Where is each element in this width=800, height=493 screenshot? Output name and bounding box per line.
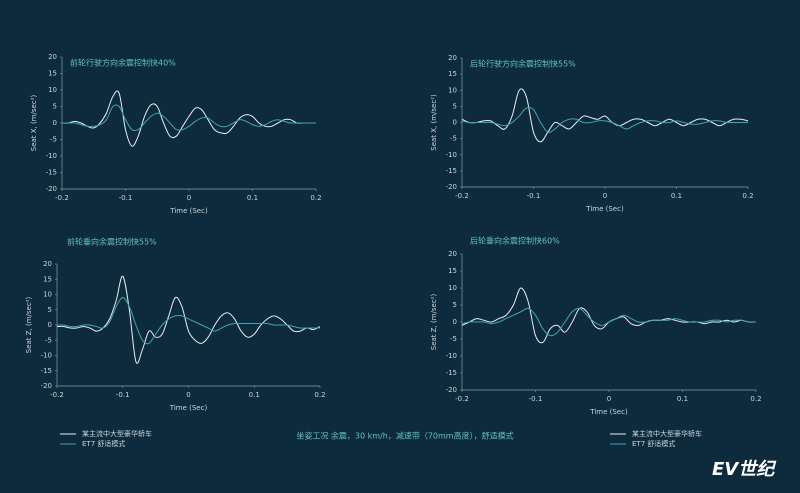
series-line: [461, 106, 748, 133]
x-tick-label: -0.1: [529, 395, 543, 403]
y-tick-label: 5: [48, 306, 52, 314]
x-tick-label: 0.2: [310, 194, 321, 202]
x-tick-label: 0.1: [247, 194, 258, 202]
y-tick-label: 10: [43, 291, 52, 299]
x-tick-label: 0: [603, 192, 607, 200]
y-tick-label: 10: [448, 284, 457, 292]
y-tick-label: 20: [43, 260, 52, 268]
x-tick-label: -0.2: [55, 194, 69, 202]
series-line: [61, 90, 316, 147]
y-tick-label: -10: [446, 352, 457, 360]
y-tick-label: 0: [453, 119, 457, 127]
y-tick-label: 20: [448, 54, 457, 62]
y-tick-label: 0: [48, 321, 52, 329]
y-tick-label: 15: [448, 70, 457, 78]
series-line: [61, 104, 316, 132]
chart-title: 前轮行驶方向余震控制快40%: [70, 58, 176, 68]
series-line: [461, 307, 757, 337]
x-tick-label: -0.1: [527, 192, 541, 200]
x-tick-label: 0.2: [314, 391, 325, 399]
x-tick-label: 0: [186, 391, 190, 399]
x-tick-label: 0.1: [249, 391, 260, 399]
y-tick-label: 0: [53, 119, 57, 127]
x-tick-label: 0.2: [742, 192, 753, 200]
y-axis-label: Seat X, (m/sec²): [30, 94, 38, 151]
chart-title: 后轮垂向余震控制快60%: [470, 236, 560, 246]
caption: 坐姿工况 余震，30 km/h，减速带（70mm高度），舒适模式: [296, 431, 513, 441]
y-tick-label: 10: [48, 86, 57, 94]
chart-title: 前轮垂向余震控制快55%: [67, 237, 157, 247]
y-tick-label: 10: [448, 86, 457, 94]
x-axis-label: Time (Sec): [169, 404, 208, 412]
x-tick-label: 0: [607, 395, 611, 403]
y-tick-label: -10: [446, 151, 457, 159]
legend-label: ET7 舒适模式: [82, 439, 125, 448]
x-axis-label: Time (Sec): [169, 207, 208, 215]
x-tick-label: 0: [187, 194, 191, 202]
y-axis-label: Seat X, (m/sec²): [430, 94, 438, 151]
y-tick-label: -10: [46, 152, 57, 160]
y-tick-label: -10: [41, 352, 52, 360]
y-tick-label: -15: [446, 369, 457, 377]
y-tick-label: -15: [46, 169, 57, 177]
y-tick-label: 20: [448, 250, 457, 258]
y-tick-label: -5: [50, 136, 57, 144]
y-axis-label: Seat Z, (m/sec²): [430, 293, 438, 350]
watermark: EV世纪: [712, 459, 777, 480]
y-tick-label: -20: [446, 386, 457, 394]
y-tick-label: 5: [53, 103, 57, 111]
y-tick-label: -15: [446, 167, 457, 175]
y-tick-label: -20: [46, 185, 57, 193]
y-axis-label: Seat Z, (m/sec²): [25, 296, 33, 353]
y-tick-label: 5: [453, 102, 457, 110]
x-tick-label: 0.1: [677, 395, 688, 403]
y-tick-label: -20: [446, 183, 457, 191]
series-line: [56, 297, 320, 345]
chart-title: 后轮行驶方向余震控制快55%: [470, 59, 576, 69]
series-line: [56, 275, 321, 364]
legend-label: ET7 舒适模式: [632, 439, 675, 448]
y-tick-label: -5: [450, 335, 457, 343]
y-tick-label: -20: [41, 382, 52, 390]
x-axis-label: Time (Sec): [585, 205, 624, 213]
legend-label: 某主流中大型豪华轿车: [632, 429, 702, 438]
x-axis-label: Time (Sec): [589, 408, 628, 416]
x-tick-label: 0.2: [750, 395, 761, 403]
y-tick-label: 15: [448, 267, 457, 275]
x-tick-label: -0.2: [50, 391, 64, 399]
y-tick-label: 20: [48, 53, 57, 61]
y-tick-label: 15: [48, 70, 57, 78]
y-tick-label: -15: [41, 367, 52, 375]
y-tick-label: 0: [453, 318, 457, 326]
y-tick-label: -5: [45, 336, 52, 344]
y-tick-label: 5: [453, 301, 457, 309]
x-tick-label: -0.1: [119, 194, 133, 202]
legend-label: 某主流中大型豪华轿车: [82, 429, 152, 438]
series-line: [461, 88, 749, 143]
x-tick-label: -0.1: [116, 391, 130, 399]
x-tick-label: 0.1: [671, 192, 682, 200]
x-tick-label: -0.2: [455, 395, 469, 403]
y-tick-label: -5: [450, 135, 457, 143]
y-tick-label: 15: [43, 275, 52, 283]
x-tick-label: -0.2: [455, 192, 469, 200]
